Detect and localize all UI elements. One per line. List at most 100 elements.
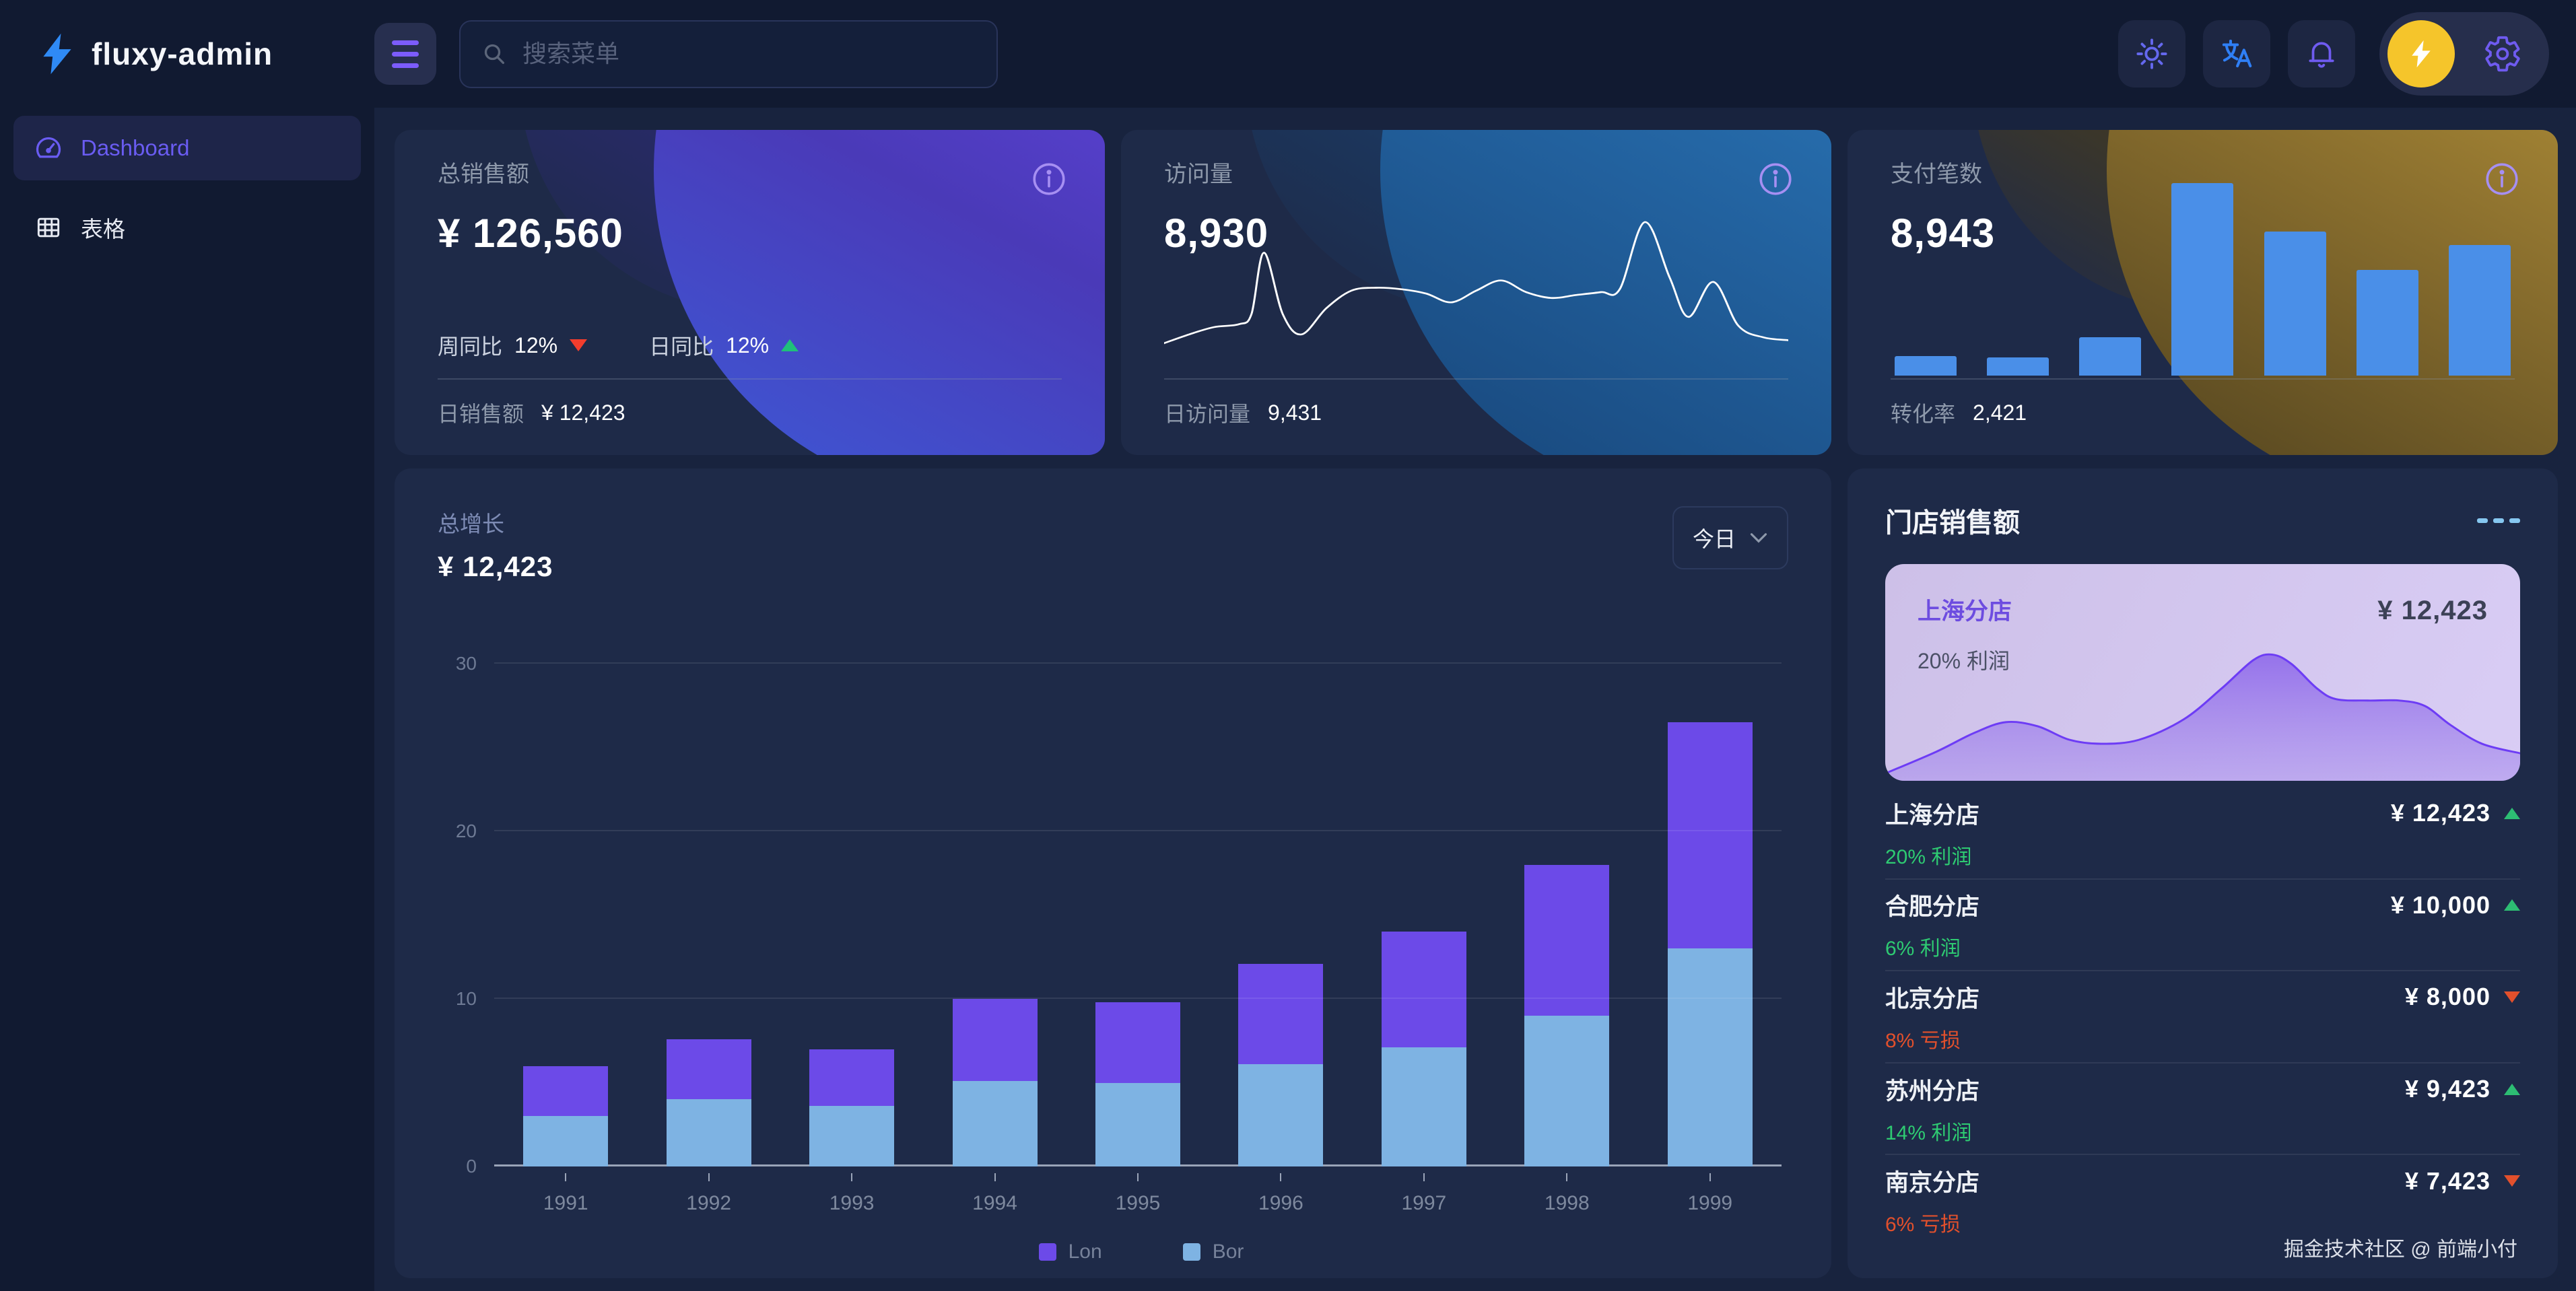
- bar-segment-bor: [523, 1116, 609, 1166]
- store-percent: 14% 利润: [1885, 1121, 1972, 1144]
- bar-segment-lon: [952, 999, 1038, 1082]
- payments-mini-bars: [1891, 183, 2515, 378]
- stat-footer-label: 日访问量: [1164, 402, 1251, 426]
- y-tick-label: 20: [455, 821, 477, 841]
- x-tick: [994, 1173, 996, 1181]
- info-button[interactable]: [2482, 160, 2521, 202]
- store-list: 上海分店 ¥ 12,423 20% 利润 合肥分店 ¥ 10,000 6% 利润…: [1885, 788, 2520, 1246]
- gridline: [494, 830, 1782, 831]
- stat-footer-value: ¥ 12,423: [541, 400, 625, 425]
- header: fluxy-admin: [0, 0, 2576, 108]
- store-value: ¥ 8,000: [2404, 983, 2490, 1011]
- bar-segment-bor: [1524, 1015, 1610, 1166]
- legend-swatch: [1038, 1243, 1056, 1261]
- x-slot: 1996: [1238, 1173, 1323, 1215]
- total-growth-chart-card: 总增长 ¥ 12,423 今日 0 10 20 30 199: [395, 468, 1831, 1278]
- settings-button[interactable]: [2483, 34, 2522, 73]
- bolt-logo-icon: [35, 25, 79, 83]
- sidebar-item-dashboard[interactable]: Dashboard: [13, 116, 361, 180]
- credit-footer: 掘金技术社区 @ 前端小付: [2283, 1238, 2517, 1261]
- search-icon: [481, 40, 508, 67]
- legend-item-lon[interactable]: Lon: [1038, 1241, 1102, 1263]
- store-name: 苏州分店: [1885, 1078, 1980, 1105]
- y-tick-label: 30: [455, 653, 477, 674]
- bar-column-1997: [1381, 664, 1466, 1166]
- store-highlight-card[interactable]: 上海分店 ¥ 12,423 20% 利润: [1885, 564, 2520, 781]
- bar-column-1991: [523, 664, 609, 1166]
- search-bar[interactable]: [459, 20, 998, 88]
- x-tick-label: 1991: [543, 1192, 588, 1214]
- bar-column-1999: [1667, 664, 1753, 1166]
- mini-bar: [2264, 231, 2326, 376]
- metric-down: 周同比 12%: [438, 330, 588, 361]
- store-row[interactable]: 上海分店 ¥ 12,423 20% 利润: [1885, 788, 2520, 880]
- bar-segment-bor: [952, 1081, 1038, 1166]
- menu-toggle-button[interactable]: [374, 23, 436, 85]
- y-tick-label: 0: [466, 1156, 477, 1177]
- date-range-dropdown[interactable]: 今日: [1672, 506, 1788, 569]
- bar-segment-lon: [523, 1066, 609, 1117]
- more-options-icon[interactable]: [2477, 512, 2520, 530]
- metrics-row: 周同比 12% 日同比 12%: [438, 330, 799, 378]
- x-tick: [1280, 1173, 1282, 1181]
- x-tick-label: 1992: [686, 1192, 732, 1214]
- x-slot: 1993: [809, 1173, 894, 1215]
- store-area-fill: [1885, 654, 2520, 781]
- store-row[interactable]: 合肥分店 ¥ 10,000 6% 利润: [1885, 880, 2520, 972]
- notifications-button[interactable]: [2288, 20, 2355, 88]
- sidebar-item-label: Dashboard: [81, 135, 190, 160]
- stat-footer-label: 日销售额: [438, 402, 524, 426]
- bar-segment-lon: [1381, 932, 1466, 1048]
- stat-footer-value: 9,431: [1268, 400, 1322, 425]
- info-button[interactable]: [1756, 160, 1795, 202]
- store-row[interactable]: 苏州分店 ¥ 9,423 14% 利润: [1885, 1063, 2520, 1156]
- gear-icon: [2485, 36, 2520, 72]
- avatar[interactable]: [2387, 20, 2455, 88]
- sidebar-item-table[interactable]: 表格: [13, 195, 361, 260]
- mini-bar: [1895, 356, 1957, 376]
- bar-column-1994: [952, 664, 1038, 1166]
- logo: fluxy-admin: [0, 25, 374, 83]
- highlight-store-value: ¥ 12,423: [2377, 596, 2488, 625]
- mini-bar: [2079, 337, 2142, 376]
- bar-segment-bor: [809, 1106, 895, 1166]
- store-percent: 8% 亏损: [1885, 1029, 1961, 1052]
- translate-icon: [2218, 36, 2255, 72]
- mini-bar: [1987, 357, 2049, 376]
- mini-bar: [2448, 244, 2511, 376]
- language-button[interactable]: [2203, 20, 2270, 88]
- bar-column-1996: [1238, 664, 1324, 1166]
- bar-segment-lon: [809, 1049, 895, 1107]
- highlight-store-name: 上海分店: [1918, 598, 2012, 625]
- x-tick-label: 1999: [1687, 1192, 1733, 1214]
- store-row[interactable]: 南京分店 ¥ 7,423 6% 亏损: [1885, 1155, 2520, 1246]
- divider: [438, 378, 1062, 380]
- theme-toggle-button[interactable]: [2118, 20, 2185, 88]
- bar-segment-lon: [1667, 722, 1753, 949]
- store-row[interactable]: 北京分店 ¥ 8,000 8% 亏损: [1885, 971, 2520, 1063]
- legend-item-bor[interactable]: Bor: [1182, 1241, 1244, 1263]
- mini-bar: [2356, 269, 2418, 376]
- store-percent: 20% 利润: [1885, 845, 1972, 868]
- legend-label: Lon: [1068, 1241, 1102, 1263]
- bar-column-1993: [809, 664, 895, 1166]
- x-slot: 1992: [667, 1173, 751, 1215]
- store-area-chart: [1885, 653, 2520, 781]
- main-content: 总销售额 ¥ 126,560 周同比 12% 日同比 12% 日销售额 ¥ 12,42…: [374, 108, 2576, 1291]
- bar-column-1992: [666, 664, 751, 1166]
- bar-segment-lon: [1524, 864, 1610, 1016]
- stat-card-total-sales: 总销售额 ¥ 126,560 周同比 12% 日同比 12% 日销售额 ¥ 12,42…: [395, 130, 1105, 455]
- info-button[interactable]: [1029, 160, 1069, 202]
- x-tick-label: 1996: [1258, 1192, 1303, 1214]
- bell-icon: [2305, 37, 2338, 71]
- body-row: Dashboard 表格 总销售额 ¥ 126,560 周: [0, 108, 2576, 1291]
- search-input[interactable]: [522, 40, 976, 68]
- stat-footer-value: 2,421: [1973, 400, 2027, 425]
- chart-title-block: 总增长 ¥ 12,423: [438, 506, 553, 583]
- mini-bar: [2171, 183, 2234, 376]
- x-tick-label: 1995: [1115, 1192, 1161, 1214]
- store-value: ¥ 12,423: [2390, 799, 2490, 827]
- x-tick: [1566, 1173, 1568, 1181]
- hamburger-icon: [392, 40, 419, 45]
- chart-legend: Lon Bor: [494, 1241, 1788, 1263]
